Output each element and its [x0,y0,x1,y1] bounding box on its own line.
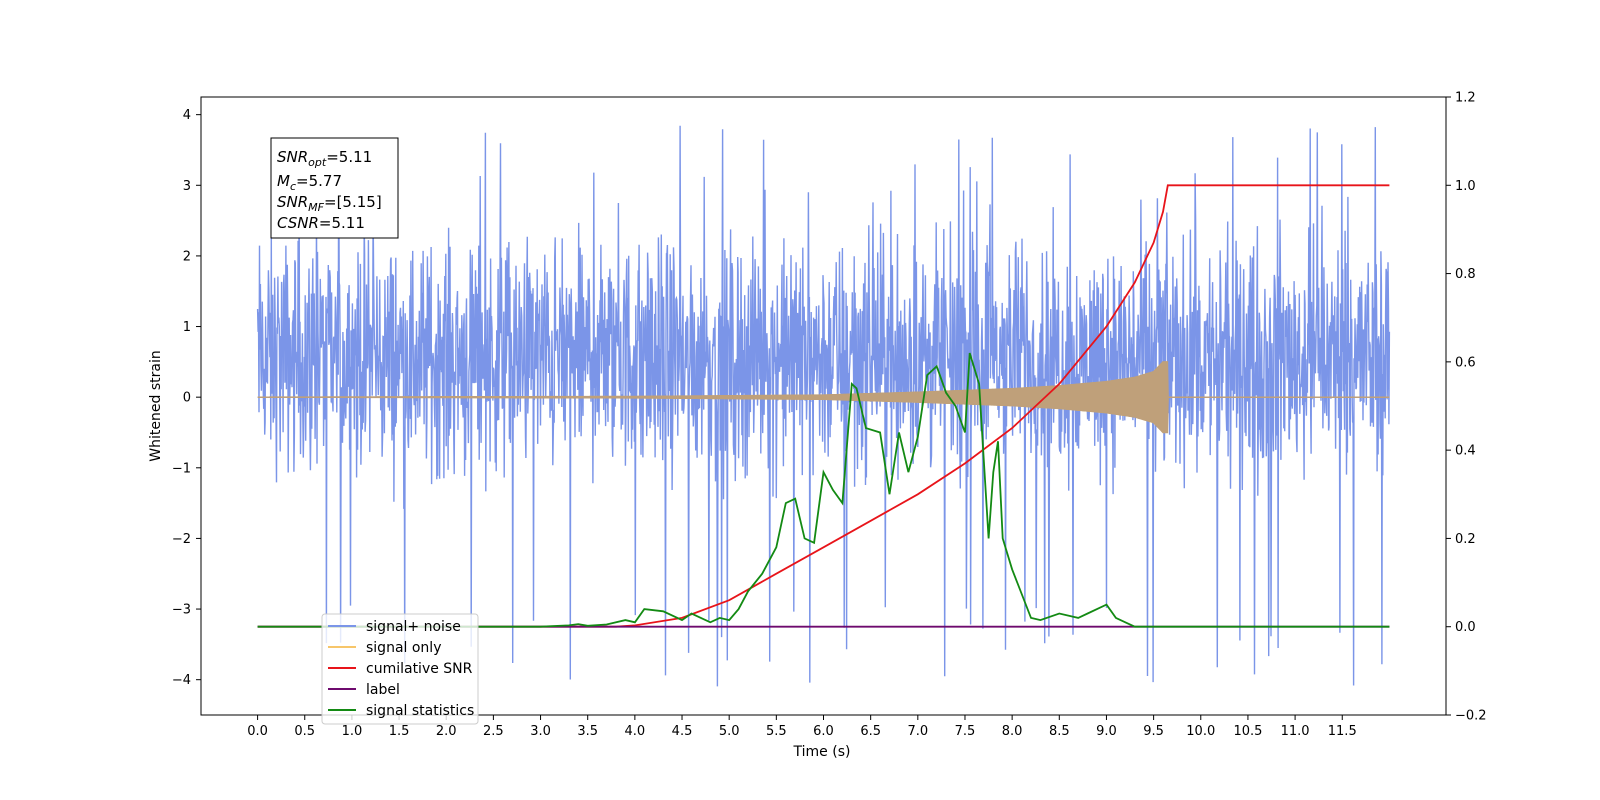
y-tick-label: −3 [172,603,191,618]
y-axis-right: 1.2 1.0 0.8 0.6 0.4 0.2 0.0 −0.2 [1446,91,1487,724]
x-tick-label: 4.0 [625,724,646,739]
y-axis-left: 4 3 2 1 0 −1 −2 −3 −4 [172,108,201,688]
y-tick-label: 4 [183,108,191,123]
x-tick-label: 11.5 [1328,724,1357,739]
series-signal-statistics [257,352,1390,628]
x-tick-label: 0.0 [247,724,268,739]
x-axis: 0.0 0.5 1.0 1.5 2.0 2.5 3.0 3.5 4.0 4.5 5.0 5.5 6.0 6… [247,715,1357,739]
y-tick-label: 1 [183,320,191,335]
x-tick-label: 3.0 [530,724,551,739]
x-tick-label: 5.0 [719,724,740,739]
legend-frame [321,613,479,725]
y2-tick-label: 0.0 [1455,620,1476,635]
y2-tick-label: 1.0 [1455,179,1476,194]
legend-label: signal only [366,640,441,656]
legend-item: signal statistics [328,703,474,719]
y2-tick-label: 0.4 [1455,444,1476,459]
stats-box: SNRopt=5.11 Mc=5.77 SNRMF=[5.15] CSNR=5.… [270,137,399,239]
y2-tick-label: 1.2 [1455,91,1476,106]
legend-label: signal statistics [366,703,474,719]
y2-tick-label: 0.2 [1455,532,1476,547]
x-tick-label: 1.5 [389,724,410,739]
x-tick-label: 2.5 [483,724,504,739]
x-tick-label: 3.5 [577,724,598,739]
x-tick-label: 7.0 [907,724,928,739]
x-tick-label: 8.0 [1002,724,1023,739]
y2-tick-label: 0.8 [1455,267,1476,282]
x-tick-label: 7.5 [955,724,976,739]
x-tick-label: 6.0 [813,724,834,739]
y-tick-label: 0 [183,391,191,406]
stats-snr-opt: SNRopt=5.11 [277,148,372,169]
legend-label: cumilative SNR [366,661,473,677]
legend: signal+ noise signal only cumilative SNR… [321,613,479,725]
x-tick-label: 2.0 [436,724,457,739]
legend-item: signal only [328,640,441,656]
stats-csnr: CSNR=5.11 [277,214,365,232]
y-tick-label: −1 [172,461,191,476]
x-tick-label: 9.0 [1096,724,1117,739]
x-axis-label: Time (s) [793,744,851,760]
x-tick-label: 4.5 [672,724,693,739]
x-tick-label: 10.5 [1233,724,1262,739]
x-tick-label: 1.0 [342,724,363,739]
legend-item: label [328,682,400,698]
x-tick-label: 11.0 [1281,724,1310,739]
series-signal-noise [256,125,1391,687]
x-tick-label: 6.5 [860,724,881,739]
stats-snr-mf: SNRMF=[5.15] [277,193,382,214]
x-tick-label: 9.5 [1143,724,1164,739]
x-tick-label: 8.5 [1049,724,1070,739]
y-axis-label: Whitened strain [148,350,164,461]
series-cumilative-snr [257,184,1390,628]
x-tick-label: 5.5 [766,724,787,739]
y-tick-label: 3 [183,179,191,194]
stats-box-frame [270,137,399,239]
y-tick-label: −4 [172,673,191,688]
y2-tick-label: −0.2 [1455,709,1487,724]
x-tick-label: 0.5 [294,724,315,739]
y-tick-label: −2 [172,532,191,547]
legend-label: label [366,682,400,698]
y-tick-label: 2 [183,249,191,264]
stats-mc: Mc=5.77 [277,172,342,193]
legend-label: signal+ noise [366,619,461,635]
y2-tick-label: 0.6 [1455,355,1476,370]
x-tick-label: 10.0 [1186,724,1215,739]
legend-item: cumilative SNR [328,661,473,677]
legend-item: signal+ noise [328,619,461,635]
series-signal-only [257,361,1390,434]
